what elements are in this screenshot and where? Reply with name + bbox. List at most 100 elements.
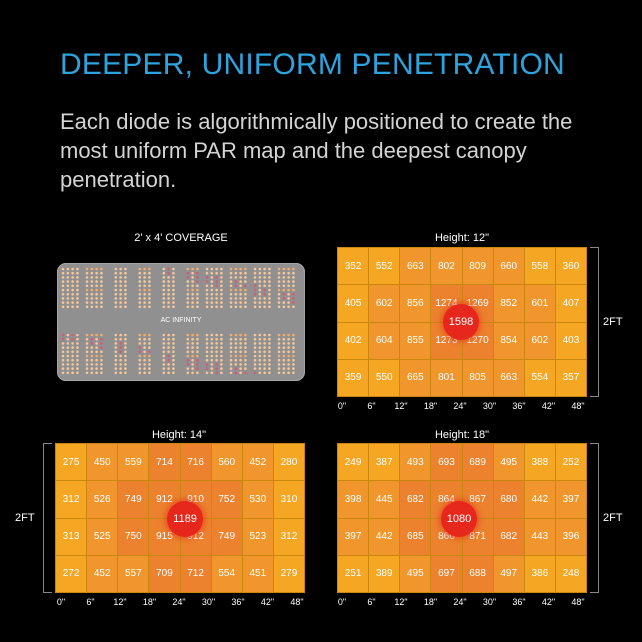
led-diode (244, 267, 247, 271)
led-diode (234, 367, 238, 370)
par-cell: 665 (400, 359, 431, 396)
led-diode (239, 284, 242, 288)
led-diode (282, 301, 286, 304)
led-diode (148, 354, 151, 358)
par-cell: 714 (149, 444, 180, 481)
led-diode (143, 271, 146, 275)
led-diode (244, 297, 247, 300)
led-diode (263, 305, 266, 309)
led-diode (277, 342, 281, 345)
led-diode (268, 271, 271, 275)
led-diode (66, 337, 70, 341)
par-cell: 249 (338, 444, 369, 481)
led-diode (61, 301, 65, 304)
led-diode (229, 284, 233, 288)
led-diode (287, 305, 290, 309)
led-diode (100, 358, 103, 362)
led-diode (234, 371, 238, 375)
led-diode (85, 276, 89, 279)
led-diode (253, 346, 257, 349)
x-tick-label: 36" (512, 597, 526, 607)
led-diode (124, 305, 127, 309)
led-diode (119, 301, 122, 304)
led-diode (138, 280, 142, 283)
par-cell: 697 (431, 555, 462, 592)
led-diode (71, 363, 74, 366)
led-diode (71, 280, 74, 283)
led-diode (215, 333, 218, 337)
led-diode (76, 358, 79, 362)
led-diode (85, 305, 89, 309)
led-diode (292, 363, 295, 366)
x-tick-label: 42" (260, 597, 275, 607)
led-diode (167, 333, 170, 337)
led-diode (229, 350, 233, 354)
led-diode (215, 337, 218, 341)
led-diode (277, 337, 281, 341)
led-diode (220, 354, 223, 358)
led-diode (186, 305, 190, 309)
led-diode (196, 363, 199, 366)
par-cell: 530 (242, 481, 273, 518)
led-diode (263, 280, 266, 283)
led-diode (191, 350, 194, 354)
led-diode (167, 337, 170, 341)
led-diode (172, 358, 175, 362)
led-diode (229, 342, 233, 345)
led-diode (95, 346, 98, 349)
par-cell: 405 (338, 285, 369, 322)
led-diode (205, 358, 209, 362)
led-diode (85, 280, 89, 283)
led-diode (220, 271, 223, 275)
led-diode (90, 358, 94, 362)
led-diode (220, 342, 223, 345)
led-diode (95, 276, 98, 279)
par-cell: 604 (369, 322, 400, 359)
par-cell: 310 (273, 481, 304, 518)
led-diode (143, 350, 146, 354)
par-cell: 526 (87, 481, 118, 518)
led-diode (292, 371, 295, 375)
led-diode (162, 267, 166, 271)
led-diode (172, 288, 175, 292)
led-diode (239, 288, 242, 292)
led-diode (210, 354, 214, 358)
led-diode (277, 371, 281, 375)
led-diode (124, 297, 127, 300)
led-diode (124, 363, 127, 366)
led-diode (90, 276, 94, 279)
led-diode (186, 358, 190, 362)
par-cell: 809 (462, 248, 493, 285)
led-diode (287, 354, 290, 358)
led-diode (253, 280, 257, 283)
led-diode (220, 363, 223, 366)
led-diode (196, 367, 199, 370)
led-diode (119, 280, 122, 283)
led-diode (138, 367, 142, 370)
led-diode (85, 297, 89, 300)
led-diode (138, 350, 142, 354)
led-diode (90, 267, 94, 271)
led-diode (148, 367, 151, 370)
led-diode (172, 333, 175, 337)
led-diode (148, 297, 151, 300)
led-diode (114, 305, 118, 309)
bracket-right-12 (590, 247, 599, 397)
led-diode (85, 337, 89, 341)
par-cell: 403 (555, 322, 586, 359)
par-cell: 554 (524, 359, 555, 396)
par-cell: 660 (493, 248, 524, 285)
led-diode (114, 271, 118, 275)
led-diode (292, 267, 295, 271)
led-diode (210, 297, 214, 300)
led-diode (167, 288, 170, 292)
led-diode (191, 358, 194, 362)
led-diode (258, 367, 262, 370)
led-diode (119, 371, 122, 375)
led-diode (61, 363, 65, 366)
led-diode (258, 371, 262, 375)
led-diode (148, 288, 151, 292)
led-diode (234, 267, 238, 271)
led-diode (71, 284, 74, 288)
led-diode (85, 350, 89, 354)
